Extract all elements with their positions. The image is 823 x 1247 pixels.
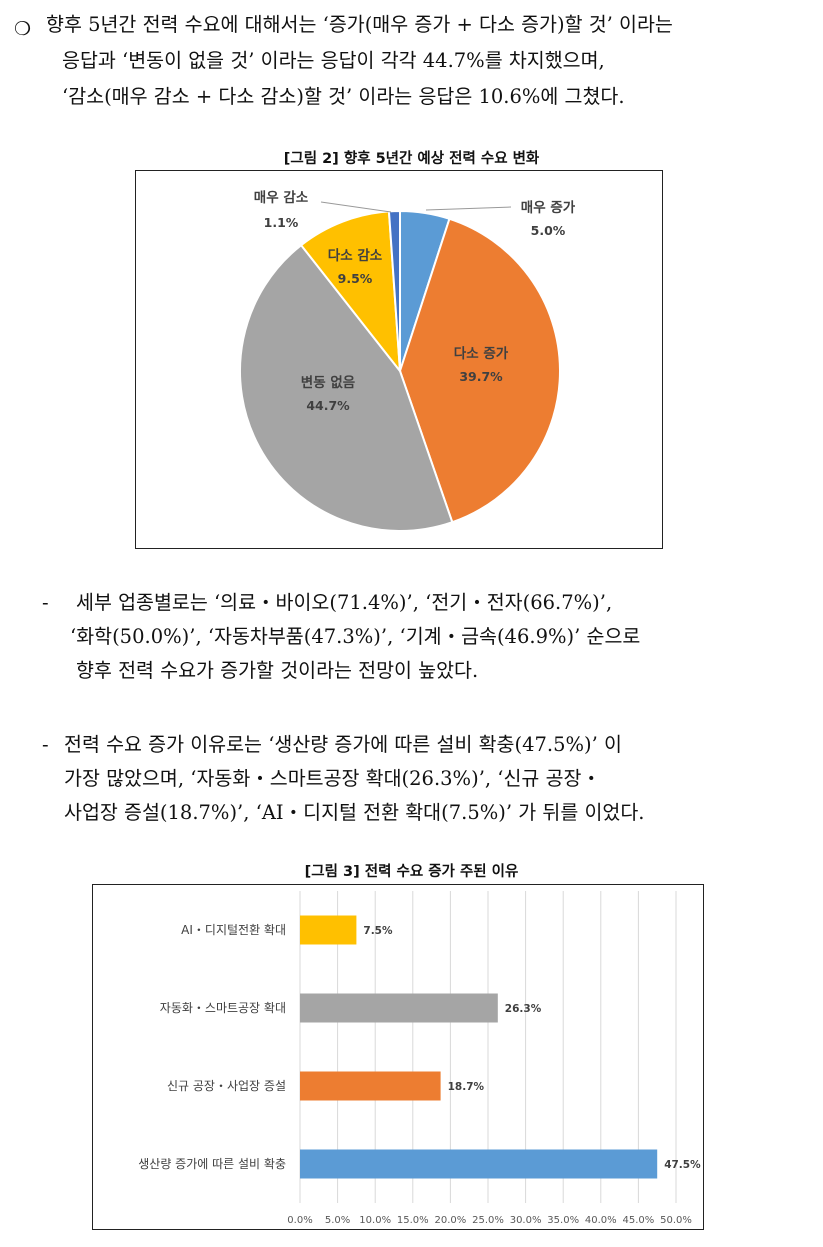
pie-label-value-3: 9.5% (338, 271, 373, 286)
bar-0 (300, 915, 357, 945)
bar-2 (300, 1071, 441, 1101)
pie-label-name-3: 다소 감소 (328, 247, 383, 264)
pie-slice-2 (238, 243, 454, 532)
industry-paragraph: - 세부 업종별로는 ‘의료・바이오(71.4%)’, ‘전기・전자(66.7%… (0, 580, 823, 690)
x-tick-label: 25.0% (472, 1215, 504, 1226)
industry-line-2: ‘화학(50.0%)’, ‘자동차부품(47.3%)’, ‘기계・금속(46.9… (70, 625, 641, 648)
x-tick-label: 0.0% (287, 1215, 312, 1226)
intro-line-3: ‘감소(매우 감소 + 다소 감소)할 것’ 이라는 응답은 10.6%에 그쳤… (62, 85, 625, 108)
pie-label-value-2: 44.7% (306, 398, 350, 413)
x-tick-label: 50.0% (660, 1215, 692, 1226)
bar-category-label: 생산량 증가에 따른 설비 확충 (138, 1157, 286, 1171)
industry-line-1: 세부 업종별로는 ‘의료・바이오(71.4%)’, ‘전기・전자(66.7%)’… (76, 591, 613, 614)
x-tick-label: 35.0% (547, 1215, 579, 1226)
bar-chart-frame: AI・디지털전환 확대 7.5% 자동화・스마트공장 확대 26.3% 신규 공장・사업… (92, 884, 704, 1230)
circle-bullet-icon: ❍ (14, 18, 32, 40)
bar-value-label: 7.5% (363, 925, 393, 937)
reason-paragraph: - 전력 수요 증가 이유로는 ‘생산량 증가에 따른 설비 확충(47.5%)… (0, 722, 823, 832)
x-tick-label: 30.0% (510, 1215, 542, 1226)
pie-label-name-0: 매우 증가 (521, 200, 576, 216)
x-tick-label: 10.0% (359, 1215, 391, 1226)
pie-label-name-2: 변동 없음 (301, 375, 355, 391)
pie-label-value-0: 5.0% (531, 223, 566, 238)
bar-chart: AI・디지털전환 확대 7.5% 자동화・스마트공장 확대 26.3% 신규 공장・사업… (138, 891, 701, 1226)
x-tick-label: 15.0% (397, 1215, 429, 1226)
bar-category-label: AI・디지털전환 확대 (181, 923, 286, 937)
pie-slice-1 (398, 217, 561, 524)
x-tick-label: 45.0% (623, 1215, 655, 1226)
bar-3 (300, 1149, 658, 1179)
bar-category-label: 신규 공장・사업장 증설 (167, 1079, 286, 1093)
intro-line-2: 응답과 ‘변동이 없을 것’ 이라는 응답이 각각 44.7%를 차지했으며, (62, 49, 605, 72)
x-tick-label: 5.0% (325, 1215, 350, 1226)
pie-leader-line-2 (425, 206, 512, 211)
figure2-caption: [그림 2] 향후 5년간 예상 전력 수요 변화 (283, 151, 540, 167)
pie-label-value-1: 39.7% (459, 369, 503, 384)
intro-paragraph: ❍ 향후 5년간 전력 수요에 대해서는 ‘증가(매우 증가 + 다소 증가)할… (0, 0, 823, 120)
pie-chart-frame: 매우 증가 5.0% 다소 증가 39.7% 변동 없음 44.7% 다소 감소… (135, 170, 663, 549)
bar-category-label: 자동화・스마트공장 확대 (160, 1001, 286, 1015)
bar-value-label: 47.5% (664, 1159, 701, 1171)
bar-1 (300, 993, 498, 1023)
pie-label-value-4: 1.1% (264, 215, 299, 230)
intro-line-1: 향후 5년간 전력 수요에 대해서는 ‘증가(매우 증가 + 다소 증가)할 것… (46, 13, 673, 36)
x-tick-label: 20.0% (435, 1215, 467, 1226)
reason-line-1: 전력 수요 증가 이유로는 ‘생산량 증가에 따른 설비 확충(47.5%)’ … (64, 733, 622, 756)
dash-bullet: - (42, 591, 49, 614)
pie-label-name-1: 다소 증가 (454, 346, 509, 362)
bar-value-label: 18.7% (448, 1081, 485, 1093)
reason-line-2: 가장 많았으며, ‘자동화・스마트공장 확대(26.3%)’, ‘신규 공장・ (64, 767, 601, 790)
bar-value-label: 26.3% (505, 1003, 542, 1015)
x-tick-label: 40.0% (585, 1215, 617, 1226)
pie-label-name-4: 매우 감소 (254, 189, 309, 206)
dash-bullet: - (42, 733, 49, 756)
figure3-caption: [그림 3] 전력 수요 증가 주된 이유 (304, 864, 519, 880)
reason-line-3: 사업장 증설(18.7%)’, ‘AI・디지털 전환 확대(7.5%)’ 가 뒤… (64, 801, 645, 824)
industry-line-3: 향후 전력 수요가 증가할 것이라는 전망이 높았다. (76, 659, 479, 682)
pie-chart: 매우 증가 5.0% 다소 증가 39.7% 변동 없음 44.7% 다소 감소… (238, 189, 576, 532)
pie-leader-line-1 (320, 201, 392, 213)
